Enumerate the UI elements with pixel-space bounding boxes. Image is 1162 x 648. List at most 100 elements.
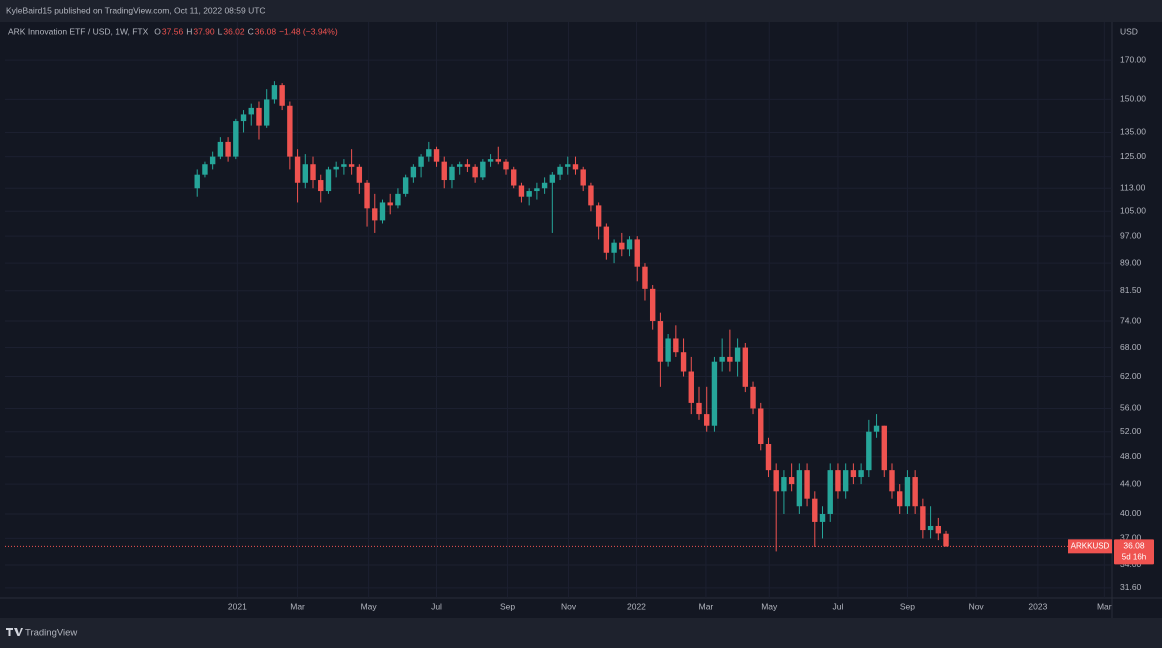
candle-body — [410, 166, 417, 178]
y-tick-label: 81.50 — [1120, 285, 1142, 295]
candle-body — [310, 164, 316, 181]
candle-body — [302, 164, 308, 183]
readout-key: H — [186, 26, 192, 36]
candle-body — [804, 470, 810, 499]
candle-body — [372, 208, 378, 221]
candle-body — [889, 470, 895, 492]
logo — [6, 628, 23, 636]
candles — [5, 81, 1112, 552]
candle-body — [580, 169, 586, 186]
grid — [5, 22, 1112, 598]
candle-body — [503, 161, 509, 170]
x-tick-label: Jul — [833, 601, 844, 611]
y-tick-label: 40.00 — [1120, 508, 1142, 518]
candle-body — [765, 443, 772, 471]
candle-body — [897, 491, 903, 507]
x-tick-label: Sep — [900, 601, 915, 611]
labels: 170.00 150.00 135.00 125.00 113.00 105.00 97.0… — [154, 26, 1154, 611]
candle-body — [827, 470, 833, 514]
readout-key: L — [218, 26, 223, 36]
candle-body — [456, 164, 463, 167]
candle-body — [364, 182, 370, 209]
candle-body — [719, 356, 725, 362]
candle-body — [263, 99, 270, 126]
candle-body — [595, 205, 602, 227]
candle-body — [426, 149, 432, 157]
y-tick-label: 31.60 — [1120, 582, 1142, 592]
readout-value: 37.90 — [193, 26, 215, 36]
candle-body — [788, 477, 795, 485]
candle-body — [773, 470, 779, 492]
y-tick-label: 89.00 — [1120, 257, 1142, 267]
candle-body — [202, 164, 208, 175]
candle-body — [480, 161, 486, 178]
candle-body — [680, 352, 687, 372]
candle-body — [487, 159, 494, 162]
y-tick-label: 170.00 — [1120, 54, 1146, 64]
candle-body — [696, 402, 702, 415]
candle-body — [812, 498, 818, 522]
candle-body — [619, 242, 625, 250]
bottom-bar — [0, 618, 1162, 648]
readout-key: O — [154, 26, 161, 36]
y-tick-label: 150.00 — [1120, 94, 1146, 104]
y-axis-label: USD — [1120, 26, 1138, 36]
candle-body — [588, 185, 594, 206]
candle-body — [287, 105, 293, 157]
candle-body — [704, 414, 710, 426]
price-label: 36.08 — [1123, 541, 1145, 551]
candle-body — [541, 182, 548, 189]
candle-body — [943, 533, 949, 547]
candle-body — [433, 149, 440, 162]
candle-body — [866, 431, 872, 471]
candle-body — [727, 356, 733, 362]
x-tick-label: 2021 — [228, 601, 247, 611]
publisher: KyleBaird15 published on TradingView.com… — [6, 5, 266, 15]
y-tick-label: 37.00 — [1120, 533, 1142, 543]
y-tick-label: 56.00 — [1120, 403, 1142, 413]
candle-body — [796, 470, 803, 507]
y-tick-label: 105.00 — [1120, 206, 1146, 216]
candle-body — [842, 470, 849, 492]
x-tick-label: Mar — [290, 601, 305, 611]
candle-body — [750, 386, 756, 409]
candle-body — [387, 202, 393, 206]
candle-body — [464, 164, 471, 167]
candle-body — [518, 185, 525, 197]
candle-body — [873, 425, 880, 432]
candle-body — [341, 164, 347, 167]
candle-body — [534, 188, 540, 192]
candle-body — [325, 169, 332, 192]
candle-body — [572, 164, 579, 170]
candle-body — [649, 288, 656, 322]
candle-body — [642, 266, 648, 289]
candle-body — [441, 161, 447, 181]
symbol-tag — [1068, 539, 1112, 554]
candle-body — [858, 470, 864, 478]
x-tick-label: 2023 — [1028, 601, 1047, 611]
candle-body — [781, 477, 787, 492]
x-tick-label: Mar — [1097, 601, 1112, 611]
candle-body — [348, 164, 355, 167]
symbol-label: ARKKUSD — [1071, 541, 1110, 550]
y-tick-label: 62.00 — [1120, 371, 1142, 381]
candle-body — [881, 425, 887, 471]
x-tick-label: Sep — [500, 601, 515, 611]
x-tick-label: May — [361, 601, 378, 611]
x-tick-label: Mar — [699, 601, 714, 611]
candle-body — [379, 202, 386, 221]
candle-body — [209, 156, 216, 165]
chart-title: ARK Innovation ETF / USD, 1W, FTX — [8, 26, 149, 36]
candle-body — [935, 525, 942, 534]
y-tick-label: 113.00 — [1120, 183, 1146, 193]
readout-value: 36.02 — [223, 26, 245, 36]
candle-body — [758, 408, 764, 444]
y-tick-label: 44.00 — [1120, 478, 1142, 488]
y-tick-label: 48.00 — [1120, 451, 1142, 461]
candle-body — [294, 156, 301, 183]
top-bar — [0, 0, 1162, 22]
y-tick-label: 68.00 — [1120, 342, 1142, 352]
